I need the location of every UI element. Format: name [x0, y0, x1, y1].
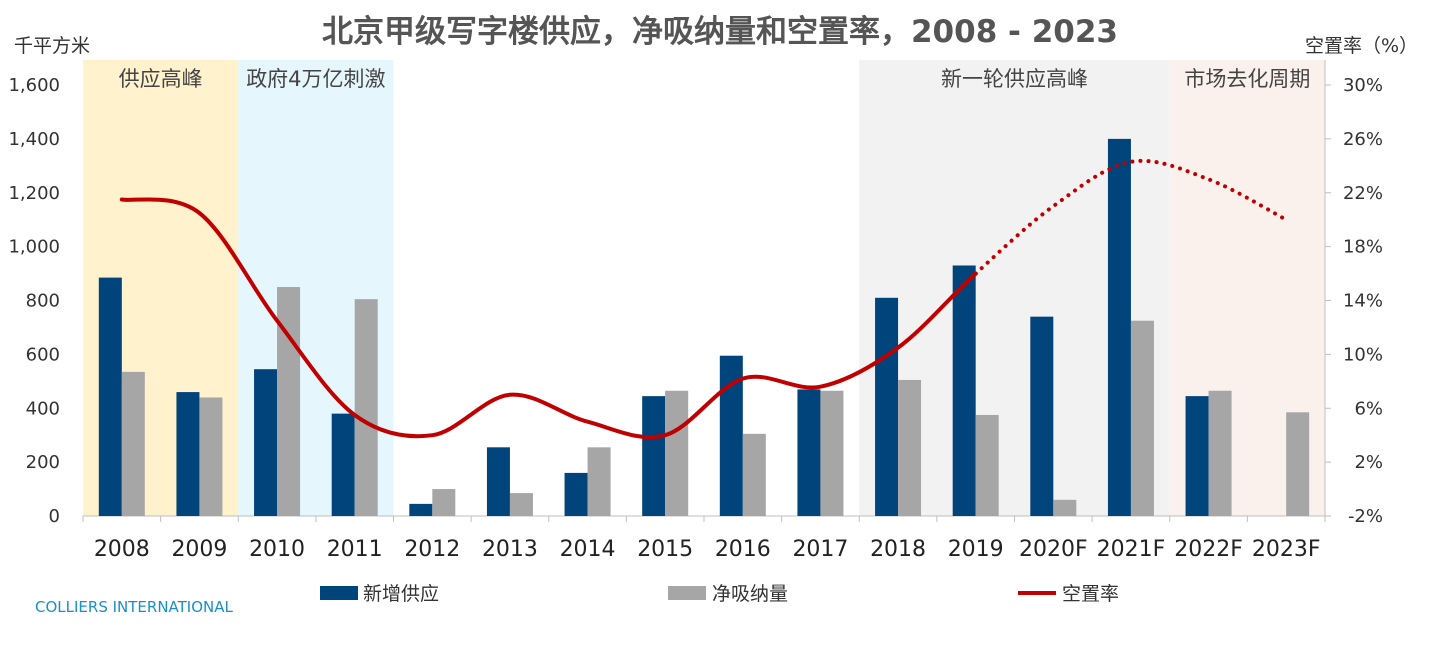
bar-new-supply-2010	[254, 369, 278, 516]
legend-swatch-new-supply	[320, 586, 358, 600]
category-label-2011: 2011	[327, 537, 383, 562]
category-label-2017: 2017	[792, 537, 848, 562]
band-label-2: 新一轮供应高峰	[941, 67, 1088, 91]
bar-new-supply-2014	[564, 472, 588, 516]
legend-label-net-absorption: 净吸纳量	[712, 583, 788, 605]
right-tick-label: 18%	[1343, 237, 1383, 258]
left-tick-label: 200	[26, 452, 60, 473]
category-labels: 2008 2009 2010 2011 2012 2013 2014 2015 2016 2017…	[94, 537, 1321, 562]
band-label-0: 供应高峰	[119, 67, 203, 91]
bar-new-supply-2022F	[1185, 396, 1209, 516]
right-tick-label: 10%	[1343, 344, 1383, 365]
right-tick-label: 30%	[1343, 75, 1383, 96]
category-label-2016: 2016	[715, 537, 771, 562]
right-axis-ticks: -2% 2% 6% 10% 14% 18% 22% 26% 30%	[1343, 75, 1383, 527]
left-tick-label: 600	[26, 344, 60, 365]
bar-new-supply-2008	[98, 277, 122, 516]
vacancy-line-actual	[119, 197, 978, 440]
bar-net-absorption-2014	[587, 447, 611, 516]
bar-new-supply-2015	[642, 396, 666, 516]
right-tick-label: 2%	[1354, 452, 1383, 473]
bar-new-supply-2012	[409, 503, 433, 516]
left-axis-unit: 千平方米	[14, 35, 90, 57]
band-label-1: 政府4万亿刺激	[246, 67, 385, 91]
category-label-2013: 2013	[482, 537, 538, 562]
legend-label-new-supply: 新增供应	[363, 583, 439, 605]
bar-net-absorption-2012	[432, 489, 456, 516]
category-label-2012: 2012	[404, 537, 460, 562]
bar-net-absorption-2021F	[1130, 320, 1154, 516]
vacancy-line-forecast	[973, 158, 1289, 276]
bar-net-absorption-2017	[820, 390, 844, 516]
category-label-2015: 2015	[637, 537, 693, 562]
bar-new-supply-2017	[797, 389, 821, 516]
left-tick-label: 400	[26, 398, 60, 419]
source-label: COLLIERS INTERNATIONAL	[35, 598, 234, 616]
left-tick-label: 0	[49, 506, 60, 527]
bar-net-absorption-2008	[121, 371, 145, 516]
bar-new-supply-2009	[176, 392, 200, 516]
bar-net-absorption-2015	[665, 390, 689, 516]
legend-swatch-net-absorption	[668, 586, 706, 600]
right-tick-label: 14%	[1343, 291, 1383, 312]
right-tick-label: -2%	[1348, 506, 1383, 527]
category-label-2020F: 2020F	[1019, 537, 1088, 562]
bar-net-absorption-2013	[509, 493, 533, 516]
category-label-2014: 2014	[560, 537, 616, 562]
bar-new-supply-2018	[875, 297, 899, 516]
right-tick-label: 26%	[1343, 129, 1383, 150]
category-label-2010: 2010	[249, 537, 305, 562]
left-tick-label: 1,000	[8, 237, 60, 258]
bar-new-supply-2016	[719, 355, 743, 516]
bars	[98, 138, 1310, 516]
bar-net-absorption-2009	[199, 397, 223, 516]
bar-net-absorption-2023F	[1286, 412, 1310, 516]
category-label-2019: 2019	[948, 537, 1004, 562]
legend: 新增供应 净吸纳量 空置率	[320, 583, 1119, 605]
bar-new-supply-2020F	[1030, 316, 1054, 516]
left-tick-label: 1,200	[8, 183, 60, 204]
right-axis-unit: 空置率（%）	[1305, 35, 1418, 57]
category-label-2009: 2009	[171, 537, 227, 562]
legend-label-vacancy: 空置率	[1062, 583, 1119, 605]
bar-net-absorption-2010	[277, 287, 301, 516]
band-label-3: 市场去化周期	[1184, 67, 1310, 91]
right-tick-label: 22%	[1343, 183, 1383, 204]
left-tick-label: 800	[26, 291, 60, 312]
bar-net-absorption-2022F	[1208, 390, 1232, 516]
category-label-2021F: 2021F	[1097, 537, 1166, 562]
category-label-2022F: 2022F	[1174, 537, 1243, 562]
bar-new-supply-2019	[952, 265, 976, 516]
bar-net-absorption-2019	[975, 414, 999, 516]
category-label-2018: 2018	[870, 537, 926, 562]
chart-title: 北京甲级写字楼供应，净吸纳量和空置率，2008 - 2023	[322, 14, 1118, 50]
right-tick-label: 6%	[1354, 398, 1383, 419]
bar-net-absorption-2018	[898, 379, 922, 516]
left-axis-ticks: 0 200 400 600 800 1,000 1,200 1,400 1,600	[8, 75, 60, 527]
bar-net-absorption-2020F	[1053, 499, 1077, 516]
bar-net-absorption-2016	[742, 433, 766, 516]
left-tick-label: 1,600	[8, 75, 60, 96]
bar-new-supply-2021F	[1107, 138, 1131, 516]
bar-net-absorption-2011	[354, 299, 378, 516]
bar-new-supply-2013	[486, 447, 510, 516]
category-label-2008: 2008	[94, 537, 150, 562]
vacancy-line	[119, 158, 1289, 440]
category-label-2023F: 2023F	[1252, 537, 1321, 562]
left-tick-label: 1,400	[8, 129, 60, 150]
bar-new-supply-2011	[331, 413, 355, 516]
